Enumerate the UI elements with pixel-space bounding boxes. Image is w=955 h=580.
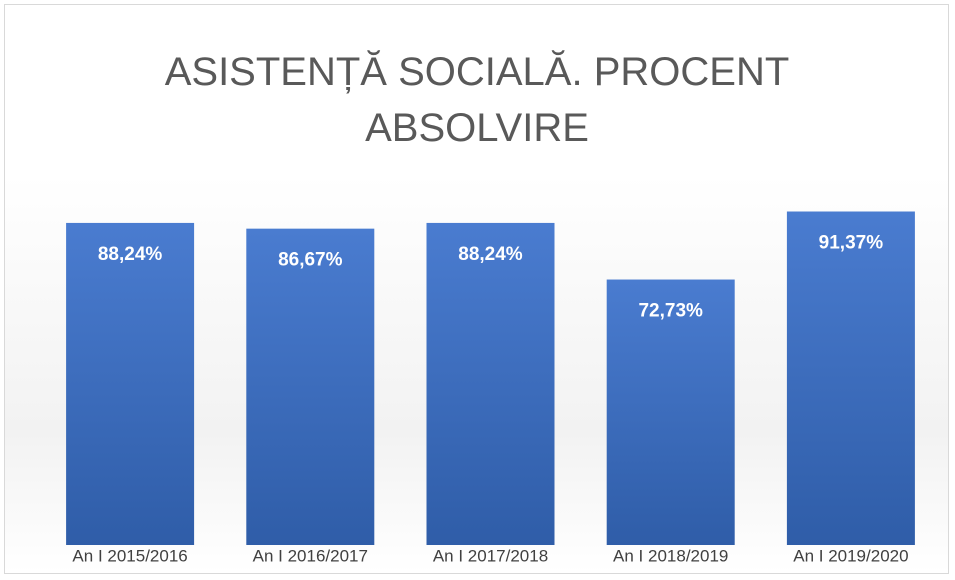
bar [606, 279, 735, 545]
bar [426, 222, 555, 545]
x-tick-label: An I 2015/2016 [72, 546, 187, 565]
chart-title: ASISTENȚĂ SOCIALĂ. PROCENT ABSOLVIRE [164, 50, 790, 150]
x-tick-label: An I 2017/2018 [433, 546, 548, 565]
data-label: 88,24% [98, 244, 163, 265]
data-label: 91,37% [819, 233, 884, 254]
bar [66, 222, 195, 545]
data-label: 86,67% [278, 250, 343, 271]
bar [786, 211, 915, 545]
x-tick-label: An I 2018/2019 [613, 546, 728, 565]
bar [246, 228, 375, 546]
x-tick-label: An I 2019/2020 [793, 546, 908, 565]
data-label: 88,24% [458, 244, 523, 265]
data-label: 72,73% [638, 301, 703, 322]
x-tick-label: An I 2016/2017 [253, 546, 368, 565]
